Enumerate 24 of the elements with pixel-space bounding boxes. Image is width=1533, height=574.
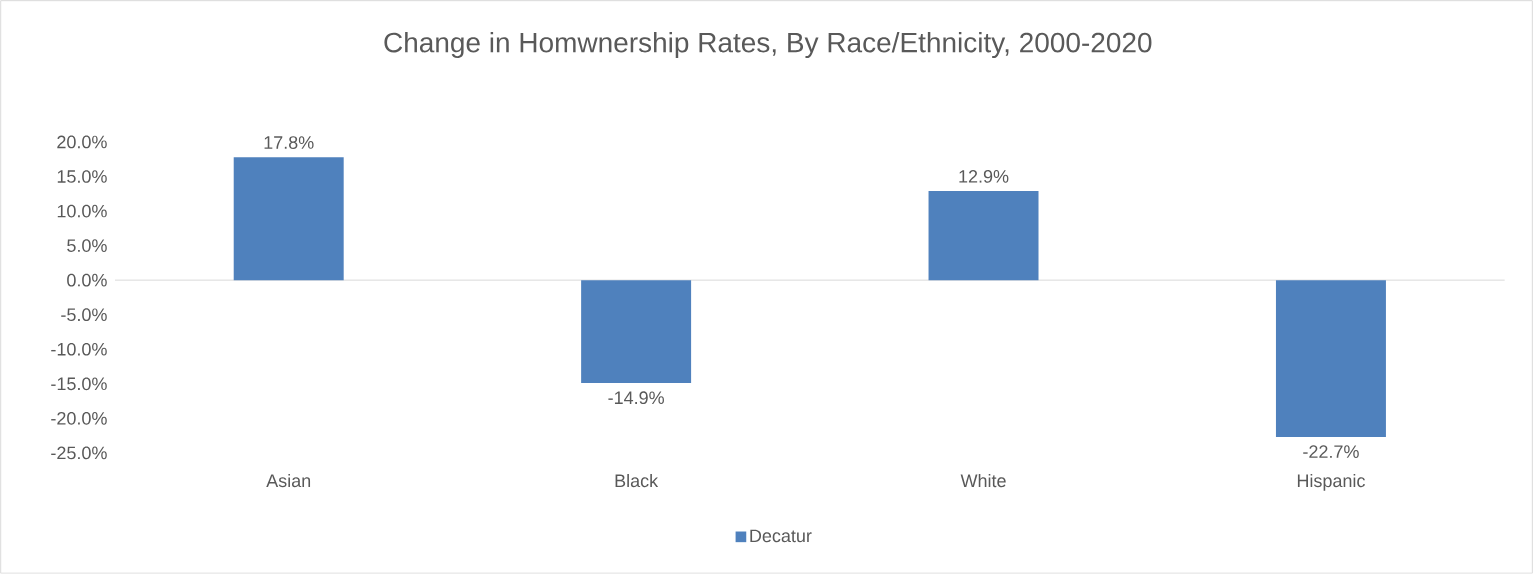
text: -22.7% [1303, 445, 1359, 458]
y-tick-label: 5.0% [67, 239, 107, 253]
y-tick-label: 15.0% [57, 170, 107, 183]
chart-title: Change in Homwnership Rates, By Race/Ethnicity, 2000-2020 [384, 32, 1152, 59]
y-tick-label: 10.0% [57, 204, 107, 218]
y-tick-label: -10.0% [51, 342, 107, 356]
legend-label: Decatur [750, 529, 812, 543]
x-tick-label: Asian [266, 474, 311, 488]
bar [1275, 280, 1386, 438]
x-tick-label: Hispanic [1297, 474, 1365, 491]
y-tick-label: -15.0% [51, 377, 107, 391]
y-tick-label: -25.0% [51, 446, 107, 460]
bar [581, 280, 692, 384]
x-tick-label: Black [615, 474, 659, 488]
y-tick-label: 0.0% [67, 273, 107, 287]
text: -14.9% [608, 391, 664, 405]
x-tick-label: White [960, 474, 1006, 488]
text: 12.9% [959, 170, 1009, 183]
bar [928, 191, 1039, 281]
y-tick-label: -20.0% [51, 412, 107, 425]
text: 17.8% [264, 136, 314, 149]
y-tick-label: -5.0% [61, 308, 107, 322]
bar [233, 157, 344, 281]
y-tick-label: 20.0% [57, 135, 107, 149]
